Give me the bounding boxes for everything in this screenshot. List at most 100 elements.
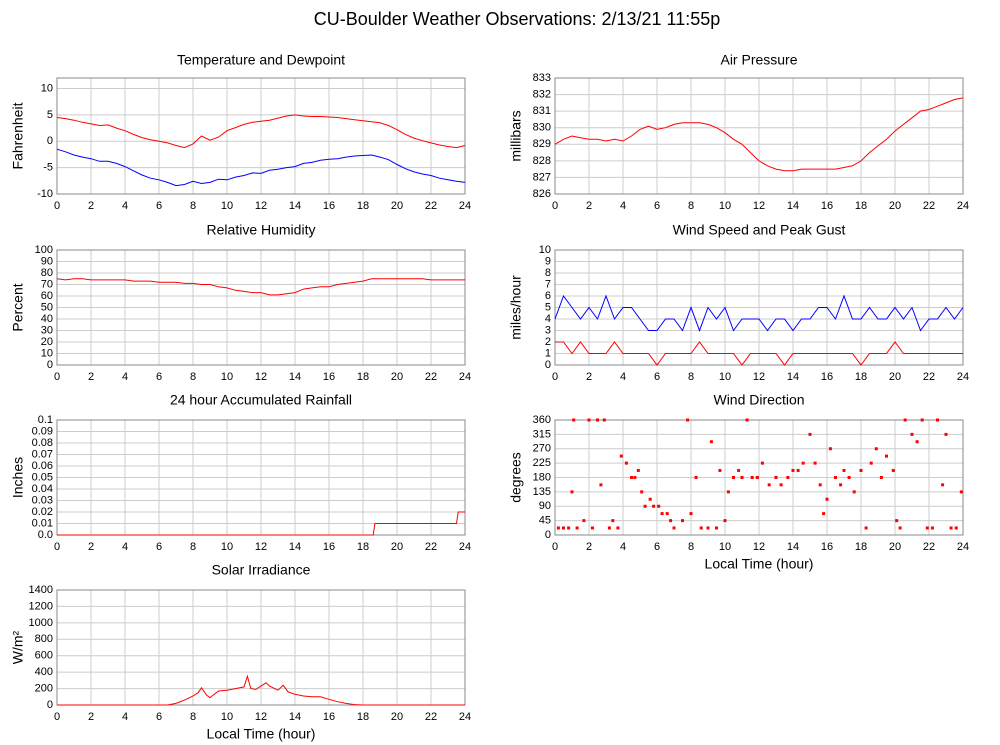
x-tick-label: 12 <box>753 371 765 383</box>
data-point <box>596 418 599 422</box>
data-point <box>869 461 873 465</box>
data-point <box>599 483 603 487</box>
x-tick-label: 14 <box>289 200 301 212</box>
data-point <box>636 468 640 472</box>
y-tick-label: 1000 <box>29 617 53 629</box>
data-point <box>699 526 703 530</box>
data-point <box>572 418 576 422</box>
x-tick-label: 12 <box>255 371 267 383</box>
x-tick-label: 0 <box>54 711 60 723</box>
y-tick-label: 0.02 <box>32 506 53 518</box>
data-point <box>681 519 684 523</box>
y-axis-label: Fahrenheit <box>10 102 26 169</box>
y-tick-label: 100 <box>35 244 53 256</box>
y-tick-label: 0.09 <box>32 425 53 437</box>
data-point <box>648 497 652 501</box>
y-tick-label: 0.03 <box>32 494 53 506</box>
plot-frame <box>56 589 466 706</box>
plot-frame <box>554 77 964 195</box>
y-tick-label: 360 <box>533 414 551 426</box>
y-tick-label: 831 <box>533 105 551 117</box>
x-tick-label: 16 <box>821 200 833 212</box>
y-tick-label: 45 <box>539 515 551 527</box>
data-point <box>745 418 749 422</box>
x-tick-label: 18 <box>357 371 369 383</box>
x-tick-label: 22 <box>425 371 437 383</box>
x-tick-label: 14 <box>289 541 301 553</box>
data-point <box>715 526 718 530</box>
y-tick-label: 827 <box>533 171 551 183</box>
x-tick-label: 18 <box>357 200 369 212</box>
y-tick-label: 0 <box>47 359 53 371</box>
x-tick-label: 16 <box>323 541 335 553</box>
chart-title: 24 hour Accumulated Rainfall <box>170 392 352 408</box>
chart-title: Wind Speed and Peak Gust <box>673 222 846 238</box>
x-tick-label: 14 <box>289 711 301 723</box>
data-point <box>624 461 628 465</box>
data-point <box>859 468 863 472</box>
x-tick-label: 2 <box>88 200 94 212</box>
x-tick-label: 16 <box>323 200 335 212</box>
y-tick-label: 0 <box>545 529 551 541</box>
x-tick-label: 12 <box>255 200 267 212</box>
x-tick-label: 18 <box>855 200 867 212</box>
x-tick-label: 14 <box>289 371 301 383</box>
y-tick-label: 0.05 <box>32 471 53 483</box>
data-point <box>915 440 919 444</box>
data-point <box>801 461 805 465</box>
x-tick-label: 0 <box>54 541 60 553</box>
data-point <box>689 512 693 516</box>
y-axis-label: Percent <box>10 283 26 331</box>
data-point <box>959 490 963 494</box>
y-tick-label: 0 <box>47 699 53 711</box>
chart-title: Relative Humidity <box>207 222 316 238</box>
x-tick-label: 4 <box>122 711 128 723</box>
data-point <box>633 476 637 479</box>
y-tick-label: 800 <box>35 633 53 645</box>
y-tick-label: 10 <box>539 244 551 256</box>
y-tick-label: 90 <box>41 255 53 267</box>
x-tick-label: 20 <box>391 541 403 553</box>
x-tick-label: 0 <box>54 371 60 383</box>
y-tick-label: 8 <box>545 267 551 279</box>
x-tick-label: 10 <box>221 541 233 553</box>
data-point <box>879 476 883 479</box>
data-point <box>903 418 907 422</box>
y-tick-label: 90 <box>539 500 551 512</box>
x-tick-label: 2 <box>88 541 94 553</box>
y-tick-label: 1400 <box>29 584 53 596</box>
x-tick-label: 20 <box>889 371 901 383</box>
data-line <box>554 294 964 332</box>
x-tick-label: 10 <box>719 541 731 553</box>
data-point <box>808 432 812 436</box>
x-tick-label: 20 <box>889 200 901 212</box>
x-tick-label: 2 <box>586 541 592 553</box>
data-point <box>786 476 790 479</box>
data-point <box>944 432 948 436</box>
x-tick-label: 2 <box>88 711 94 723</box>
data-point <box>885 454 888 458</box>
y-tick-label: 0.07 <box>32 448 53 460</box>
data-point <box>611 519 615 523</box>
y-tick-label: 200 <box>35 682 53 694</box>
x-tick-label: 14 <box>787 371 799 383</box>
data-line <box>555 341 963 366</box>
x-tick-label: 4 <box>620 541 626 553</box>
data-point <box>920 418 924 422</box>
x-tick-label: 6 <box>654 541 660 553</box>
data-line <box>56 114 466 149</box>
data-point <box>774 476 778 479</box>
y-tick-label: 135 <box>533 486 551 498</box>
y-tick-label: 30 <box>41 324 53 336</box>
x-tick-label: 8 <box>688 371 694 383</box>
x-tick-label: 20 <box>391 371 403 383</box>
x-tick-label: 4 <box>620 200 626 212</box>
x-tick-label: 14 <box>787 541 799 553</box>
data-point <box>562 526 565 530</box>
y-tick-label: 1 <box>545 347 551 359</box>
x-tick-label: 12 <box>753 200 765 212</box>
x-tick-label: 10 <box>719 200 731 212</box>
x-tick-label: 24 <box>459 711 471 723</box>
y-axis-label: millibars <box>508 110 524 161</box>
data-point <box>660 512 664 516</box>
